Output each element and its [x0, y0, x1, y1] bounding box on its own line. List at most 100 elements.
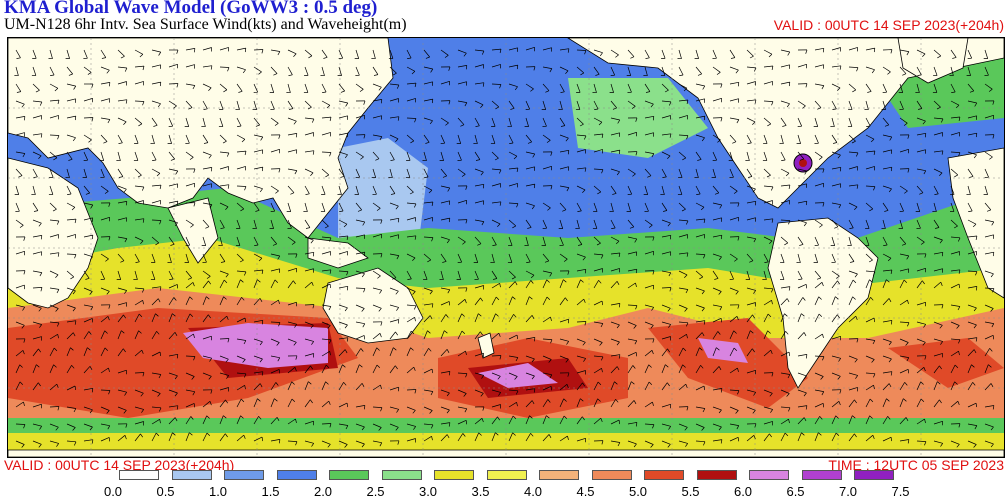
wind-barb-feather [381, 99, 382, 103]
colorbar-swatch [329, 470, 369, 480]
colorbar-swatch [119, 470, 159, 480]
wind-barb-feather [92, 235, 93, 239]
wind-barb [16, 424, 25, 425]
wind-barb-feather [874, 318, 875, 322]
wind-barb-feather [364, 252, 365, 256]
map-canvas [8, 38, 1004, 457]
wind-barb-feather [211, 167, 212, 171]
wind-barb-feather [517, 335, 518, 339]
colorbar-swatch [802, 470, 842, 480]
wind-barb [577, 50, 586, 51]
wind-barb-feather [534, 184, 535, 188]
wind-barb [169, 84, 178, 85]
wind-barb-feather [432, 369, 433, 373]
wind-barb-feather [789, 82, 790, 86]
map-subtitle: UM-N128 6hr Intv. Sea Surface Wind(kts) … [4, 16, 407, 34]
wind-barb-feather [738, 82, 739, 86]
wind-barb-feather [823, 48, 824, 52]
wind-barb-feather [636, 269, 637, 273]
wind-barb-feather [806, 201, 807, 205]
wind-barb [67, 254, 76, 255]
colorbar-label: 4.0 [524, 484, 542, 499]
colorbar-label: 4.5 [576, 484, 594, 499]
colorbar-swatch [224, 470, 264, 480]
colorbar-label: 3.5 [471, 484, 489, 499]
wave-height-map [7, 37, 1005, 458]
wind-barb-feather [347, 403, 348, 407]
wind-barb [84, 118, 93, 119]
wind-barb [237, 186, 246, 187]
colorbar-label: 1.0 [209, 484, 227, 499]
wind-barb [152, 220, 161, 221]
wind-barb-feather [245, 318, 246, 322]
colorbar-label: 2.0 [314, 484, 332, 499]
colorbar-label: 6.0 [734, 484, 752, 499]
wind-barb [492, 84, 501, 85]
wind-barb-feather [126, 201, 127, 205]
wind-barb-feather [891, 437, 892, 441]
colorbar-label: 7.0 [839, 484, 857, 499]
wind-barb-feather [177, 354, 178, 358]
wind-barb-feather [398, 218, 399, 222]
wind-barb [662, 288, 671, 289]
wind-barb-feather [75, 116, 76, 120]
wind-barb-feather [466, 65, 467, 69]
wind-barb-feather [619, 150, 620, 154]
colorbar-label: 6.5 [786, 484, 804, 499]
colorbar-swatch [382, 470, 422, 480]
wind-barb [407, 390, 416, 391]
wind-barb-feather [704, 116, 705, 120]
wind-barb-feather [925, 133, 926, 137]
colorbar-swatch [539, 470, 579, 480]
wind-barb-feather [721, 235, 722, 239]
wind-barb-feather [177, 201, 178, 205]
wind-barb-feather [75, 386, 76, 390]
wind-barb-feather [619, 420, 620, 424]
wind-barb-feather [483, 184, 484, 188]
colorbar-swatch [277, 470, 317, 480]
wind-barb-feather [517, 65, 518, 69]
wind-barb [135, 373, 144, 374]
wind-barb-feather [313, 252, 314, 256]
wind-barb-feather [262, 320, 263, 324]
wind-barb [50, 407, 59, 408]
colorbar-label: 0.5 [156, 484, 174, 499]
colorbar-label: 5.5 [681, 484, 699, 499]
wind-barb-feather [449, 218, 450, 222]
wind-barb-feather [92, 388, 93, 392]
colorbar-swatch [434, 470, 474, 480]
wind-barb [254, 50, 263, 51]
wind-barb [492, 356, 501, 357]
wind-barb-feather [568, 150, 569, 154]
wind-barb [50, 135, 59, 136]
colorbar-label: 5.0 [629, 484, 647, 499]
colorbar-swatch [854, 470, 894, 480]
wind-barb-feather [840, 167, 841, 171]
wind-barb-feather [160, 82, 161, 86]
wind-barb-feather [347, 133, 348, 137]
wind-barb [305, 305, 314, 306]
wind-barb-feather [296, 133, 297, 137]
wind-barb [101, 390, 110, 391]
wind-barb [577, 322, 586, 323]
wind-barb-feather [755, 201, 756, 205]
wind-barb-feather [976, 133, 977, 137]
wind-barb-feather [959, 284, 960, 288]
wind-barb [220, 67, 229, 68]
wind-barb-feather [262, 167, 263, 171]
wind-barb [356, 288, 365, 289]
wind-barb-feather [891, 167, 892, 171]
colorbar-swatch [749, 470, 789, 480]
wind-barb [322, 152, 331, 153]
wind-barb-feather [41, 235, 42, 239]
wind-barb [407, 118, 416, 119]
wind-barb-feather [993, 252, 994, 256]
colorbar-swatch [644, 470, 684, 480]
wind-barb [271, 322, 280, 323]
colorbar-label: 3.0 [419, 484, 437, 499]
wind-barb-feather [262, 437, 263, 441]
wind-barb-feather [670, 235, 671, 239]
valid-time-top: VALID : 00UTC 14 SEP 2023(+204h) [774, 17, 1004, 33]
wind-barb [135, 101, 144, 102]
wind-barb-feather [653, 116, 654, 120]
